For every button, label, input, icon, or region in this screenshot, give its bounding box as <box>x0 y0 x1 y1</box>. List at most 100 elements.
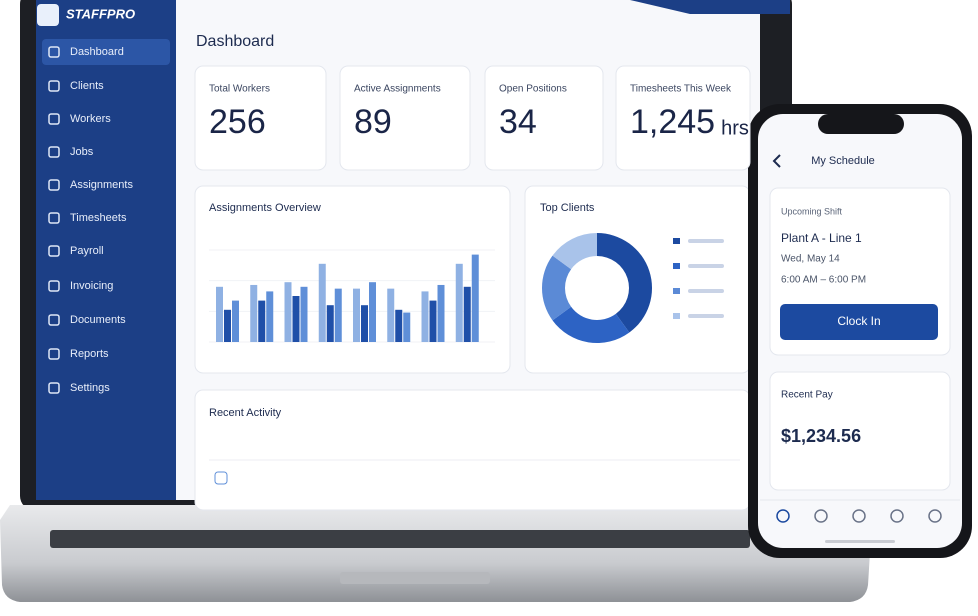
header-accent <box>630 0 790 14</box>
nav-icon <box>48 348 60 360</box>
sidebar <box>36 0 176 500</box>
card-title: Recent Activity <box>209 407 282 419</box>
nav-item[interactable]: Documents <box>70 314 126 326</box>
card-title: Top Clients <box>540 202 595 214</box>
legend-text <box>688 314 724 318</box>
stat-card <box>339 65 471 171</box>
bar <box>326 305 334 342</box>
row-icon <box>214 471 228 485</box>
pay-heading: Recent Pay <box>781 390 833 401</box>
donut-segment <box>552 233 597 270</box>
shift-time: 6:00 AM – 6:00 PM <box>781 275 866 286</box>
bar <box>387 288 395 342</box>
stat-card <box>615 65 751 171</box>
nav-item[interactable]: Assignments <box>70 179 133 191</box>
donut-segment <box>552 306 630 344</box>
bar <box>266 291 274 342</box>
bar <box>334 288 342 342</box>
nav-icon <box>48 179 60 191</box>
nav-item[interactable]: Clients <box>70 80 104 92</box>
legend-text <box>688 239 724 243</box>
tab-icon[interactable] <box>928 509 942 523</box>
legend-text <box>688 289 724 293</box>
stat-label: Open Positions <box>499 84 567 95</box>
stat-value: 256 <box>209 103 266 141</box>
clock-in-button[interactable] <box>780 304 938 340</box>
logo-icon <box>37 4 59 26</box>
nav-icon <box>48 113 60 125</box>
shift-heading: Upcoming Shift <box>781 206 843 216</box>
bar <box>224 309 231 342</box>
bar <box>300 286 308 342</box>
nav-icon <box>48 80 60 92</box>
nav-icon <box>48 382 60 394</box>
nav-item[interactable]: Workers <box>70 113 111 125</box>
nav-item[interactable]: Invoicing <box>70 280 113 292</box>
bar <box>361 305 368 342</box>
bar <box>369 282 376 342</box>
legend-swatch <box>673 263 680 269</box>
pay-card <box>769 371 951 491</box>
nav-icon <box>48 314 60 326</box>
bar <box>429 300 437 342</box>
notch <box>818 114 904 134</box>
donut-segment <box>597 233 653 333</box>
stat-unit: hrs <box>721 117 749 139</box>
pay-amount: $1,234.56 <box>781 426 861 446</box>
stat-value: 89 <box>354 103 392 141</box>
home-indicator <box>825 540 895 543</box>
legend-swatch <box>673 313 680 319</box>
back-button[interactable] <box>772 154 781 168</box>
nav-item[interactable]: Timesheets <box>70 212 127 224</box>
tab-icon[interactable] <box>814 509 828 523</box>
bar <box>471 254 479 342</box>
nav-icon <box>48 280 60 292</box>
legend-swatch <box>673 288 680 294</box>
keyboard <box>50 530 750 548</box>
bar <box>250 284 258 342</box>
bar <box>395 309 403 342</box>
stat-value: 34 <box>499 103 537 141</box>
card-title: Assignments Overview <box>209 202 321 214</box>
tab-icon[interactable] <box>890 509 904 523</box>
stat-value: 1,245 <box>630 103 715 141</box>
bar <box>421 291 429 342</box>
donut-segment <box>541 255 572 321</box>
bar <box>216 286 223 342</box>
stat-label: Timesheets This Week <box>630 84 732 95</box>
tab-icon[interactable] <box>852 509 866 523</box>
nav-icon <box>48 46 60 58</box>
sidebar-active[interactable] <box>42 39 170 65</box>
button-label[interactable]: Clock In <box>837 314 880 328</box>
phone-title: My Schedule <box>811 155 875 167</box>
nav-icon <box>48 146 60 158</box>
stat-label: Active Assignments <box>354 84 441 95</box>
bar <box>292 296 300 342</box>
trackpad <box>340 572 490 584</box>
page-title: Dashboard <box>196 33 274 50</box>
legend-swatch <box>673 238 680 244</box>
tab-icon[interactable] <box>776 509 790 523</box>
nav-item[interactable]: Jobs <box>70 146 94 158</box>
bar <box>353 288 360 342</box>
bar <box>455 263 463 342</box>
nav-item[interactable]: Reports <box>70 348 109 360</box>
bar <box>463 286 471 342</box>
stat-card <box>194 65 327 171</box>
bar <box>318 263 326 342</box>
nav-icon <box>48 245 60 257</box>
brand: STAFFPRO <box>66 6 135 21</box>
shift-date: Wed, May 14 <box>781 254 840 265</box>
stat-card <box>484 65 604 171</box>
stat-label: Total Workers <box>209 84 270 95</box>
nav-item[interactable]: Payroll <box>70 245 104 257</box>
legend-text <box>688 264 724 268</box>
shift-location: Plant A - Line 1 <box>781 231 862 245</box>
nav-item[interactable]: Dashboard <box>70 46 124 58</box>
nav-item[interactable]: Settings <box>70 382 110 394</box>
bar <box>258 300 266 342</box>
bar <box>284 282 292 342</box>
